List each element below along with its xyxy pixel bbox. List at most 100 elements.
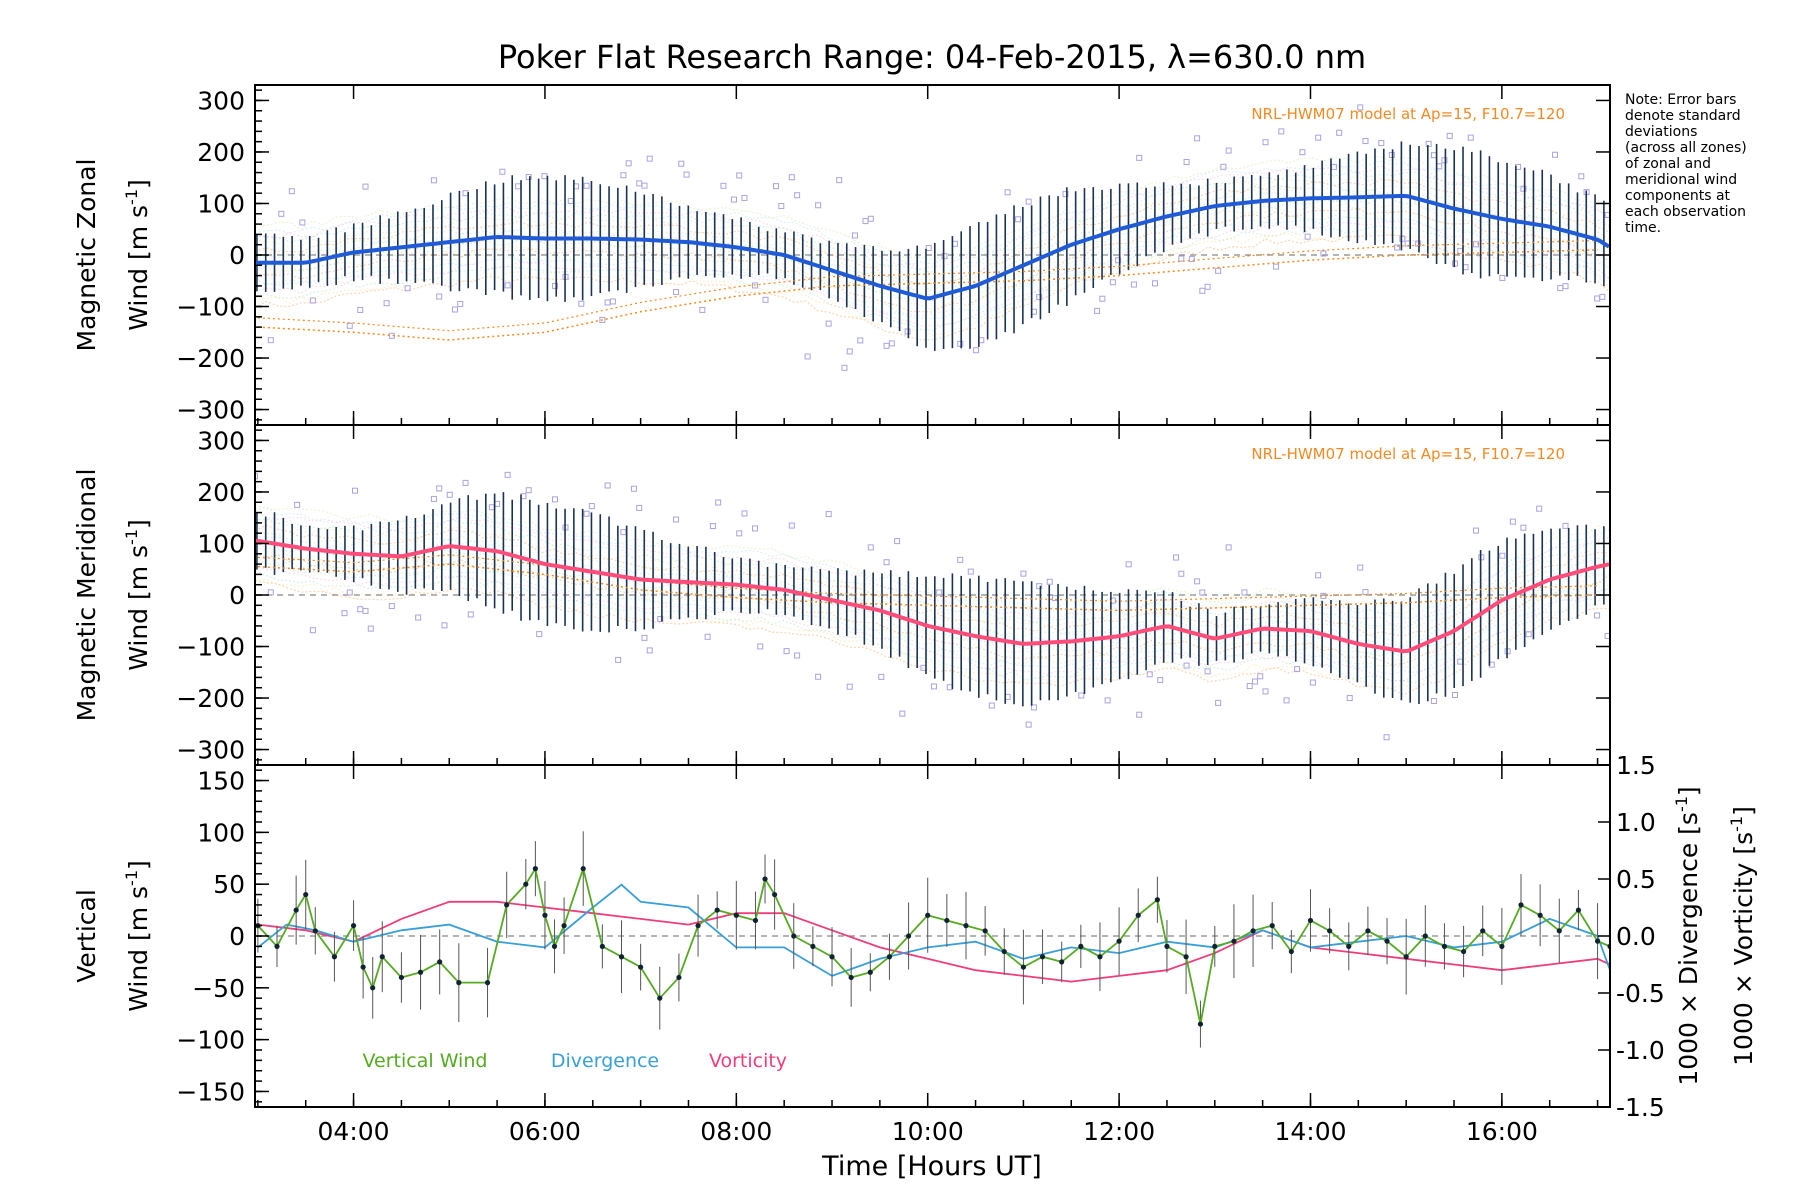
y-tick-label: 200 <box>197 478 245 507</box>
vertical-wind-point <box>1164 943 1170 949</box>
observation-point <box>588 503 595 510</box>
observation-point <box>1225 544 1232 551</box>
right-tick-label: -1.5 <box>1616 1093 1665 1122</box>
vertical-wind-point <box>303 891 309 898</box>
model-label: NRL-HWM07 model at Ap=15, F10.7=120 <box>1251 105 1565 123</box>
y-tick-label: 150 <box>197 767 245 796</box>
vertical-wind-point <box>523 881 529 887</box>
right-tick-label: 0.5 <box>1616 865 1656 894</box>
observation-point <box>1430 152 1437 159</box>
observation-point <box>636 504 643 511</box>
observation-point <box>1188 256 1195 263</box>
observation-point <box>1215 699 1222 706</box>
observation-point <box>641 182 648 189</box>
observation-point <box>367 625 374 632</box>
observation-point <box>762 296 769 303</box>
observation-point <box>815 202 822 209</box>
vertical-wind-line <box>257 865 1610 1025</box>
observation-point <box>1604 211 1610 218</box>
observation-point <box>888 340 895 347</box>
y-axis-label-line1: Vertical <box>72 889 101 983</box>
observation-point <box>699 306 706 313</box>
observation-point <box>736 172 743 179</box>
observation-point <box>1183 662 1190 669</box>
vertical-wind-point <box>1422 933 1428 939</box>
observation-point <box>1362 138 1369 145</box>
observation-point <box>446 491 453 498</box>
y-axis-label-line2: Wind [m s-1] <box>122 519 153 671</box>
vertical-wind-point <box>752 917 759 924</box>
vertical-wind-point <box>1480 928 1486 934</box>
observation-point <box>794 652 801 659</box>
vertical-wind-point <box>1020 964 1027 970</box>
observation-point <box>867 215 874 222</box>
observation-point <box>778 203 785 210</box>
observation-point <box>646 155 653 162</box>
observation-point <box>309 297 316 304</box>
observation-point <box>1473 527 1480 534</box>
observation-point <box>551 496 558 503</box>
y-tick-label: −100 <box>176 293 245 322</box>
y-tick-label: −150 <box>176 1077 245 1106</box>
observation-point <box>709 523 716 530</box>
observation-point <box>604 299 611 306</box>
vertical-wind-point <box>532 866 538 872</box>
observation-point <box>1467 134 1474 141</box>
observation-point <box>862 218 869 225</box>
x-axis-label: Time [Hours UT] <box>821 1151 1042 1182</box>
y-tick-label: −100 <box>176 633 245 662</box>
observation-point <box>504 471 511 478</box>
vertical-wind-point <box>398 974 405 981</box>
observation-point <box>499 168 506 175</box>
observation-point <box>383 300 390 307</box>
observation-point <box>1025 198 1032 205</box>
vertical-wind-point <box>360 964 366 970</box>
observation-point <box>1173 554 1180 561</box>
vertical-wind-point <box>1594 938 1601 944</box>
observation-point <box>1199 287 1206 294</box>
meridional-wind-panel: NRL-HWM07 model at Ap=15, F10.7=120 300 20… <box>72 424 1611 766</box>
vertical-wind-point <box>618 954 625 960</box>
vertical-wind-point <box>1154 897 1160 903</box>
y-tick-label: −100 <box>176 1026 245 1055</box>
observation-point <box>620 172 627 179</box>
observation-point <box>404 285 411 292</box>
vertical-wind-point <box>1518 902 1524 908</box>
note-line: (across all zones) <box>1625 140 1747 156</box>
vertical-wind-point <box>293 907 299 913</box>
vorticity-line <box>257 900 1610 983</box>
observation-point <box>783 648 790 655</box>
vertical-wind-point <box>695 923 701 929</box>
vertical-wind-point <box>379 954 385 960</box>
note-line: of zonal and <box>1625 156 1711 172</box>
observation-point <box>346 322 353 329</box>
y-tick-label: 0 <box>229 581 245 610</box>
observation-point <box>867 544 874 551</box>
observation-point <box>1320 250 1327 257</box>
y-axis-label-line1: Magnetic Meridional <box>72 469 101 722</box>
observation-point <box>451 306 458 313</box>
vertical-wind-point <box>1537 912 1543 918</box>
observation-point <box>504 282 511 289</box>
observation-point <box>1283 697 1290 704</box>
vertical-wind-point <box>312 928 318 934</box>
mean-wind-line <box>255 538 1610 654</box>
observation-point <box>346 589 353 596</box>
observation-point <box>430 177 437 184</box>
observation-point <box>267 589 274 596</box>
observation-point <box>636 180 643 187</box>
y-axis-label-line2: Wind [m s-1] <box>122 860 153 1012</box>
vertical-wind-point <box>1365 928 1371 934</box>
vertical-wind-point <box>772 891 778 898</box>
x-tick-label: 10:00 <box>892 1117 964 1146</box>
observation-point <box>457 300 464 307</box>
zone-trace <box>255 179 1610 285</box>
model-label: NRL-HWM07 model at Ap=15, F10.7=120 <box>1251 445 1565 463</box>
vertical-wind-point <box>1183 954 1189 960</box>
observation-point <box>736 530 743 537</box>
observation-point <box>1551 151 1558 158</box>
vertical-wind-point <box>274 943 280 949</box>
vertical-wind-point <box>580 866 586 872</box>
zone-trace <box>255 165 1610 270</box>
observation-point <box>1299 149 1306 156</box>
